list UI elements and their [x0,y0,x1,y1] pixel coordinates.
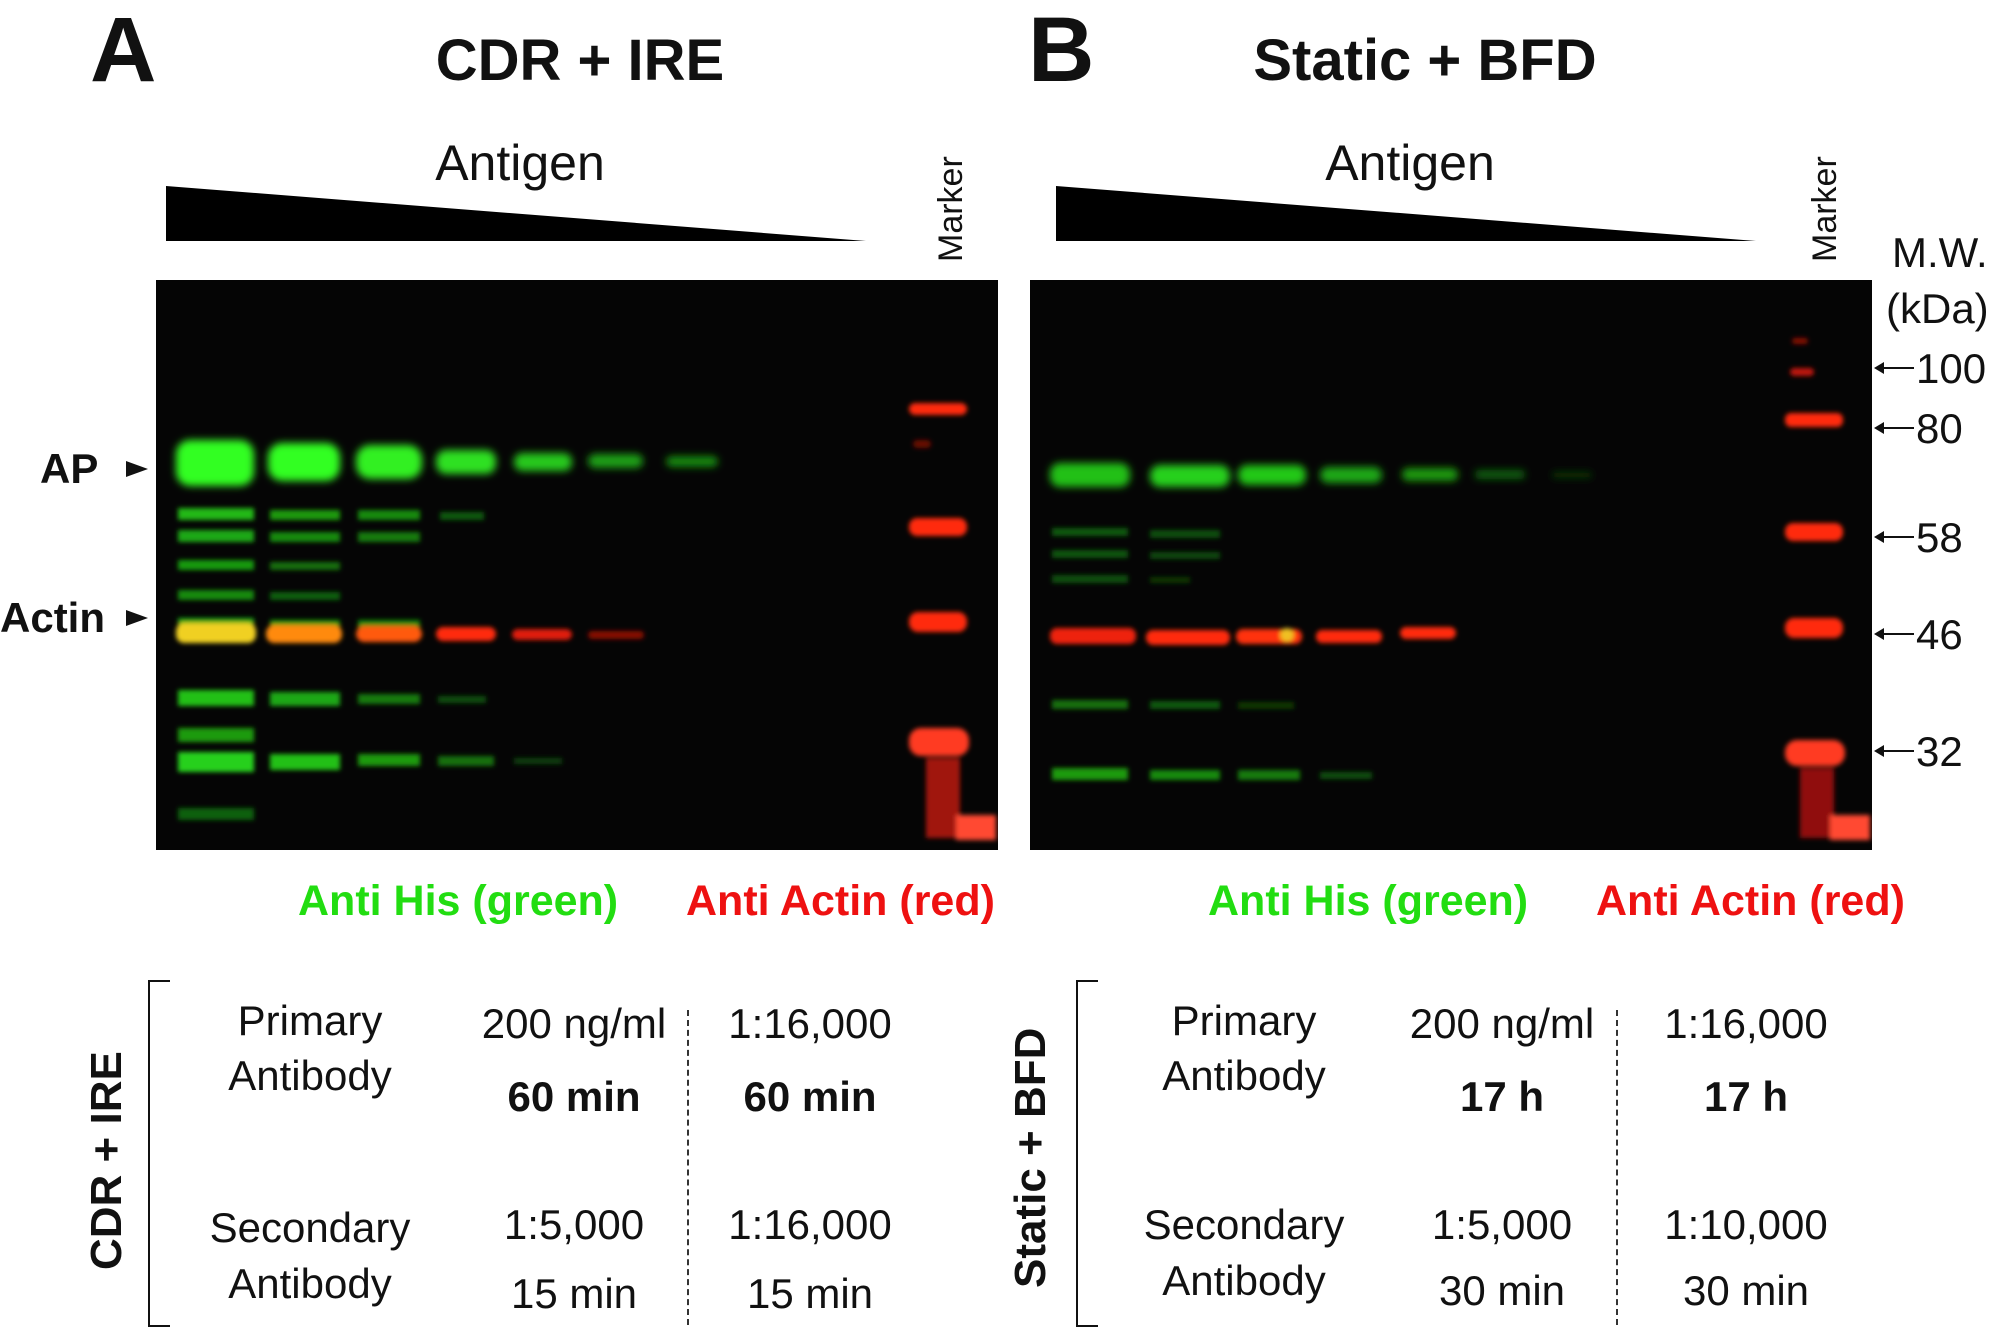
panel-b-table-side-label: Static + BFD [1006,1027,1055,1288]
panel-a-table-bracket [148,980,170,1327]
panel-a-antigen-label: Antigen [435,135,605,191]
panel-b-letter: B [1028,0,1095,101]
panel-a-primary-actin-conc: 1:16,000 [728,1000,892,1047]
mw-100-arrow-icon [1874,362,1914,374]
mw-32-arrow-icon [1874,745,1914,757]
panel-b-secondary-actin-time: 30 min [1682,1267,1810,1314]
panel-a-secondary-his-time: 15 min [510,1270,638,1317]
panel-a-western-blot-image [156,280,998,850]
panel-b-primary-actin-conc: 1:16,000 [1664,1000,1828,1047]
panel-a-secondary-actin-conc: 1:16,000 [728,1201,892,1248]
panel-b-legend-anti-his: Anti His (green) [1208,877,1529,925]
panel-b-primary-his-time: 17 h [1459,1073,1545,1120]
mw-marker-58: 58 [1916,514,1963,561]
panel-a-primary-actin-time: 60 min [743,1073,877,1120]
panel-a-secondary-label-line1: Secondary [209,1204,411,1251]
actin-band-label: Actin [0,594,105,641]
panel-a-table-divider [687,1010,689,1325]
panel-a-primary-label-line2: Antibody [228,1052,392,1099]
panel-b-title: Static + BFD [1253,28,1597,93]
panel-b-antigen-gradient-wedge [1056,186,1756,241]
mw-marker-32: 32 [1916,728,1963,775]
panel-a-secondary-label-line2: Antibody [228,1260,392,1307]
panel-a-primary-his-conc: 200 ng/ml [481,1000,667,1047]
ap-arrowhead-icon [126,461,148,477]
panel-a-title: CDR + IRE [435,28,725,93]
panel-b-secondary-his-conc: 1:5,000 [1431,1201,1573,1248]
panel-b-primary-his-conc: 200 ng/ml [1409,1000,1595,1047]
mw-marker-80: 80 [1916,405,1963,452]
panel-b-table-bracket [1076,980,1098,1327]
panel-a-table-side-label: CDR + IRE [82,1051,131,1270]
panel-b-primary-label-line2: Antibody [1162,1052,1326,1099]
panel-b-western-blot-image [1030,280,1872,850]
panel-a-legend-anti-his: Anti His (green) [298,877,619,925]
mw-80-arrow-icon [1874,422,1914,434]
mw-axis-title-line2: (kDa) [1886,285,1989,332]
panel-b-secondary-label-line2: Antibody [1162,1257,1326,1304]
panel-b-secondary-his-time: 30 min [1438,1267,1566,1314]
panel-a-primary-label-line1: Primary [237,997,383,1044]
mw-58-arrow-icon [1874,531,1914,543]
panel-a-secondary-actin-time: 15 min [746,1270,874,1317]
panel-a-secondary-his-conc: 1:5,000 [503,1201,645,1248]
mw-46-arrow-icon [1874,628,1914,640]
panel-b-secondary-label-line1: Secondary [1143,1201,1345,1248]
panel-a-marker-label: Marker [932,156,970,262]
panel-a-letter: A [90,0,157,101]
panel-b-secondary-actin-conc: 1:10,000 [1664,1201,1828,1248]
panel-b-table-divider [1616,1010,1618,1325]
panel-b-marker-label: Marker [1806,156,1844,262]
panel-a-antigen-gradient-wedge [166,186,866,241]
ap-band-label: AP [40,445,99,492]
panel-a-legend-anti-actin: Anti Actin (red) [686,877,995,925]
panel-a-primary-his-time: 60 min [507,1073,641,1120]
panel-b-antigen-label: Antigen [1325,135,1495,191]
panel-b-primary-label-line1: Primary [1171,997,1317,1044]
mw-marker-46: 46 [1916,611,1963,658]
mw-marker-100: 100 [1916,345,1987,392]
mw-axis-title-line1: M.W. [1892,229,1988,276]
panel-b-primary-actin-time: 17 h [1703,1073,1789,1120]
actin-arrowhead-icon [126,610,148,626]
panel-b-legend-anti-actin: Anti Actin (red) [1596,877,1905,925]
